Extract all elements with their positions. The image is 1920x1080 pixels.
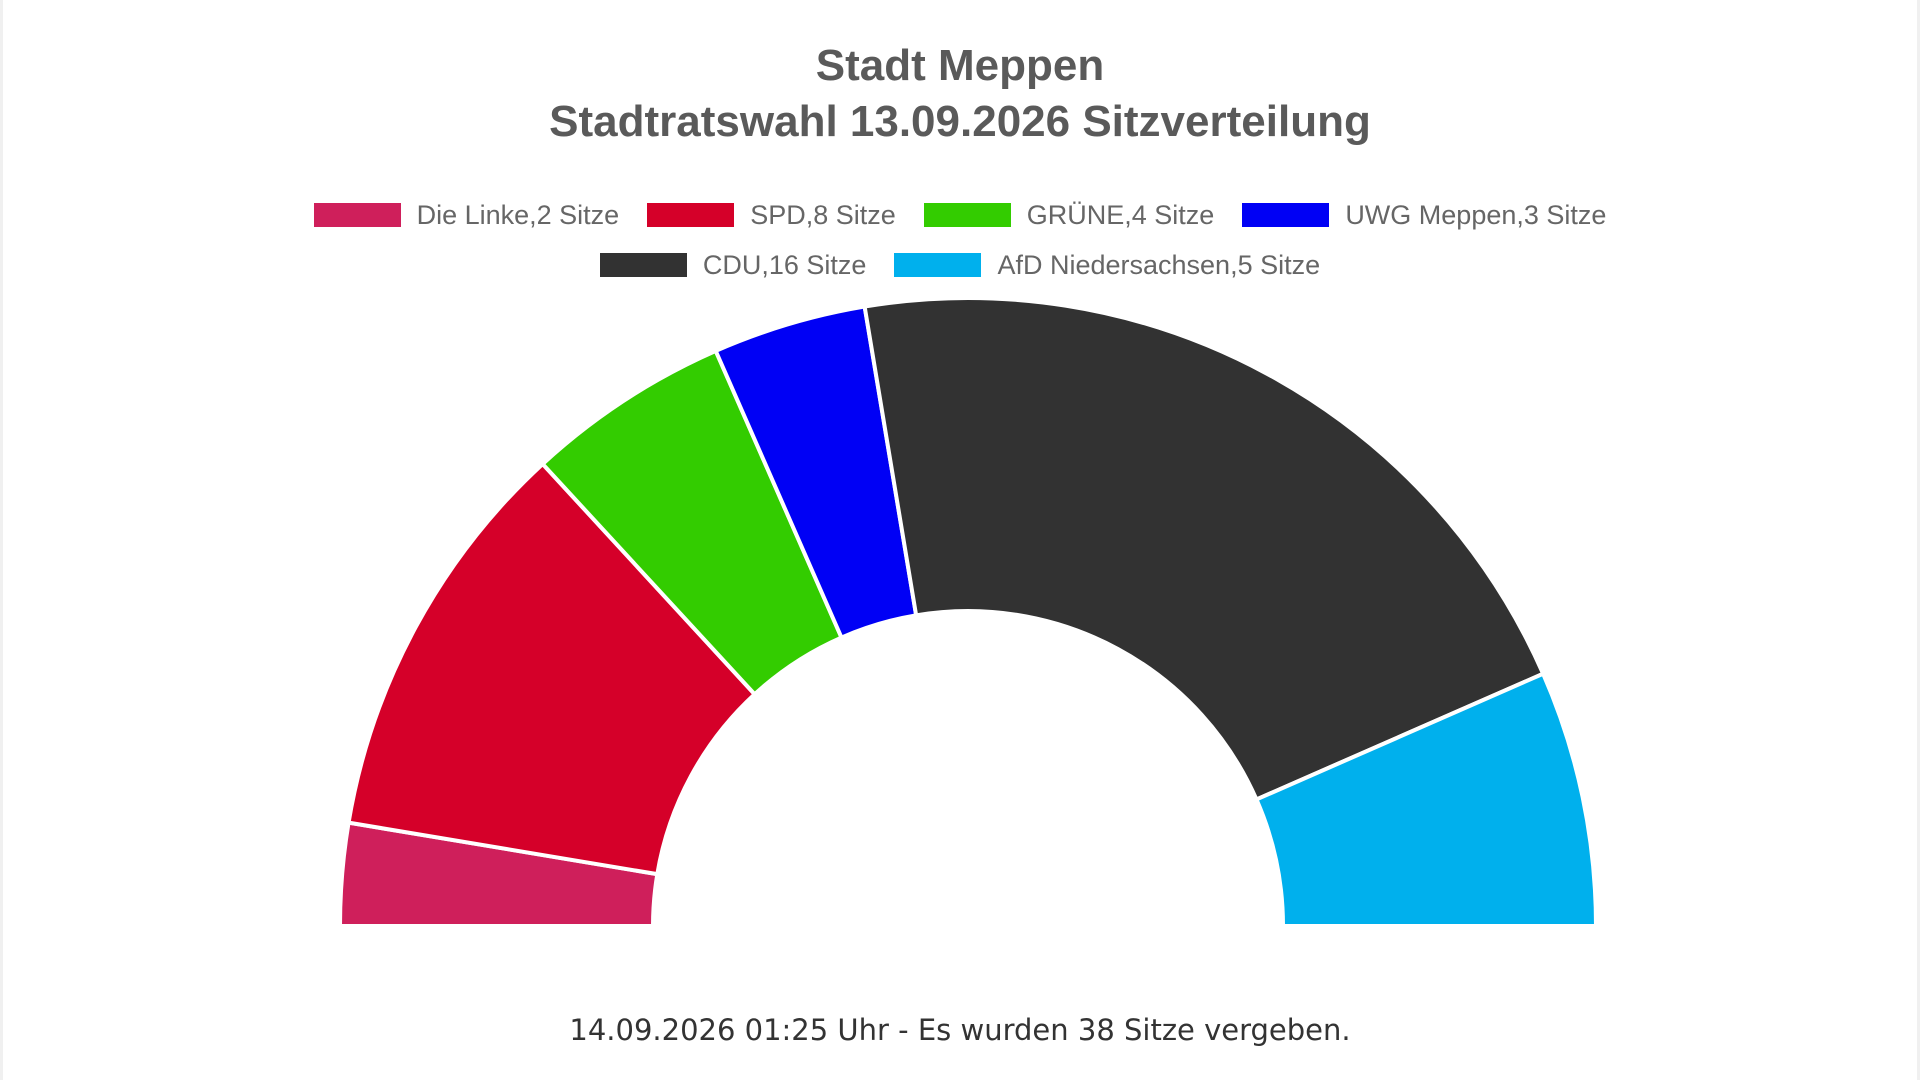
legend-label: CDU,16 Sitze	[702, 249, 867, 280]
seat-segment[interactable]	[1253, 671, 1599, 928]
legend-swatch	[313, 203, 401, 227]
frame-left-edge	[0, 0, 3, 1080]
legend-label: AfD Niedersachsen,5 Sitze	[997, 249, 1321, 280]
legend-label: SPD,8 Sitze	[750, 199, 896, 230]
legend-swatch	[647, 203, 735, 227]
legend-item[interactable]: UWG Meppen,3 Sitze	[1242, 200, 1606, 231]
seat-segment[interactable]	[862, 296, 1546, 803]
footer-note: 14.09.2026 01:25 Uhr - Es wurden 38 Sitz…	[569, 1013, 1351, 1047]
legend-label: GRÜNE,4 Sitze	[1026, 199, 1215, 230]
legend-item[interactable]: CDU,16 Sitze	[599, 249, 867, 281]
legend-swatch	[599, 253, 687, 277]
legend-item[interactable]: Die Linke,2 Sitze	[313, 199, 620, 231]
chart-title-line-2: Stadtratswahl 13.09.2026 Sitzverteilung	[549, 97, 1371, 146]
chart-legend: Die Linke,2 Sitze SPD,8 Sitze GRÜNE,4 Sitz…	[0, 190, 1920, 290]
legend-swatch	[923, 203, 1011, 227]
legend-item[interactable]: SPD,8 Sitze	[647, 200, 896, 231]
legend-item[interactable]: AfD Niedersachsen,5 Sitze	[894, 250, 1320, 281]
legend-swatch	[894, 253, 982, 277]
legend-row: Die Linke,2 Sitze SPD,8 Sitze GRÜNE,4 Sitz…	[0, 190, 1920, 240]
legend-swatch	[1242, 203, 1330, 227]
chart-title: Stadt Meppen Stadtratswahl 13.09.2026 Si…	[0, 38, 1920, 150]
legend-label: Die Linke,2 Sitze	[416, 199, 620, 230]
legend-row: CDU,16 Sitze AfD Niedersachsen,5 Sitze	[0, 240, 1920, 290]
frame-right-edge	[1917, 0, 1920, 1080]
legend-label: UWG Meppen,3 Sitze	[1345, 199, 1607, 230]
chart-title-line-1: Stadt Meppen	[815, 41, 1105, 90]
legend-item[interactable]: GRÜNE,4 Sitze	[923, 199, 1215, 231]
seat-segment[interactable]	[346, 461, 758, 877]
